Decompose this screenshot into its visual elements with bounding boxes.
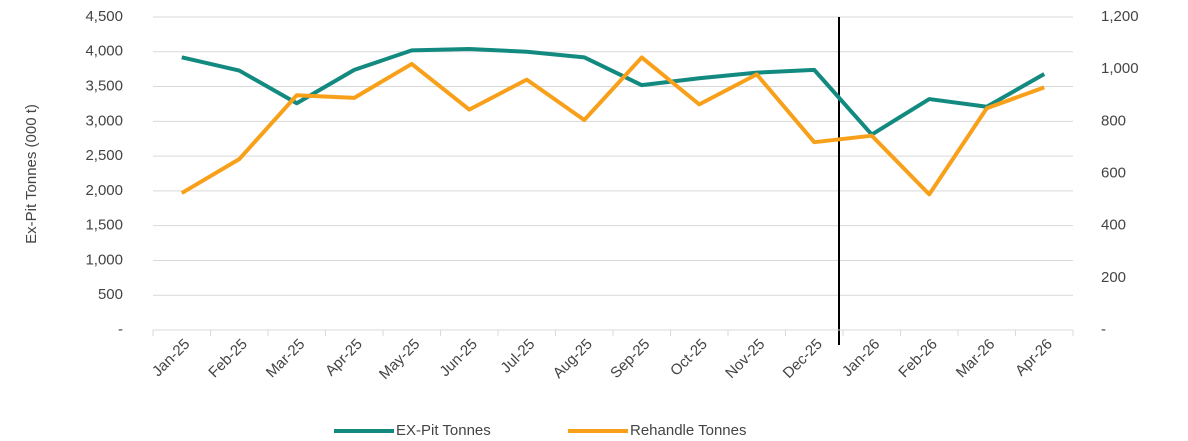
x-tick-label: Nov-25 (722, 336, 768, 382)
x-tick-label: Apr-26 (1012, 336, 1056, 380)
y-tick-label: 4,500 (85, 8, 123, 25)
series-line (180, 55, 1045, 197)
y-tick-label: 3,000 (85, 112, 123, 129)
y-tick-label: 500 (98, 286, 123, 303)
y-tick-label: 2,000 (85, 182, 123, 199)
x-tick-label: Mar-25 (263, 336, 309, 382)
y2-tick-label: 800 (1101, 112, 1126, 129)
y2-tick-label: 1,200 (1101, 8, 1139, 25)
y2-tick-label: 200 (1101, 269, 1126, 286)
x-tick-label: Dec-25 (780, 336, 826, 382)
y-tick-label: 4,000 (85, 43, 123, 60)
y-tick-label: 2,500 (85, 147, 123, 164)
x-tick-label: Mar-26 (953, 336, 999, 382)
y2-tick-label: 400 (1101, 217, 1126, 234)
x-tick-label: Feb-26 (895, 336, 941, 382)
x-tick-label: Oct-25 (667, 336, 711, 380)
legend-label: EX-Pit Tonnes (396, 422, 491, 439)
x-tick-label: May-25 (376, 336, 423, 383)
x-tick-label: Feb-25 (205, 336, 251, 382)
series-line (181, 46, 1046, 137)
x-tick-label: Sep-25 (607, 336, 653, 382)
x-tick-label: Jul-25 (497, 336, 538, 377)
x-tick-label: Aug-25 (550, 336, 596, 382)
x-tick-label: Jun-25 (436, 336, 480, 380)
y2-tick-label: 1,000 (1101, 60, 1139, 77)
y-tick-label: - (118, 321, 123, 338)
x-tick-label: Jan-26 (839, 336, 883, 380)
y2-tick-label: 600 (1101, 164, 1126, 181)
x-tick-label: Apr-25 (322, 336, 366, 380)
y2-tick-label: - (1101, 321, 1106, 338)
y-axis-label: Ex-Pit Tonnes (000 t) (23, 104, 40, 244)
y-tick-label: 1,000 (85, 251, 123, 268)
legend-label: Rehandle Tonnes (630, 422, 746, 439)
x-tick-label: Jan-25 (149, 336, 193, 380)
y-tick-label: 1,500 (85, 217, 123, 234)
y-tick-label: 3,500 (85, 78, 123, 95)
